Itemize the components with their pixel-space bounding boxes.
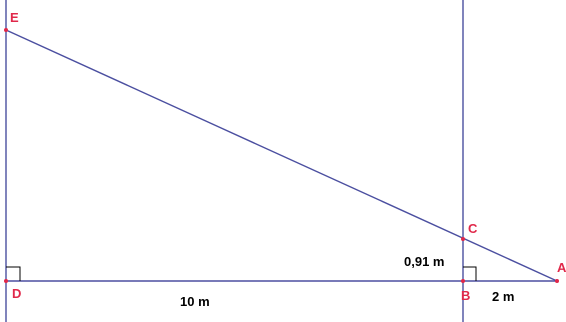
point-label-b: B — [461, 288, 470, 303]
point-marker-a — [555, 279, 559, 283]
point-label-a: A — [557, 260, 566, 275]
point-marker-b — [461, 279, 465, 283]
length-label-db: 10 m — [180, 294, 210, 309]
point-label-d: D — [12, 286, 21, 301]
point-marker-c — [461, 237, 465, 241]
right-angle-marker-d — [6, 266, 21, 281]
length-label-bc: 0,91 m — [404, 254, 444, 269]
point-marker-d — [4, 279, 8, 283]
point-marker-e — [4, 28, 8, 32]
line-ea — [5, 29, 558, 282]
point-label-c: C — [468, 221, 478, 236]
point-label-e: E — [10, 10, 19, 25]
right-angle-marker-b — [463, 266, 477, 281]
length-label-ba: 2 m — [492, 289, 514, 304]
